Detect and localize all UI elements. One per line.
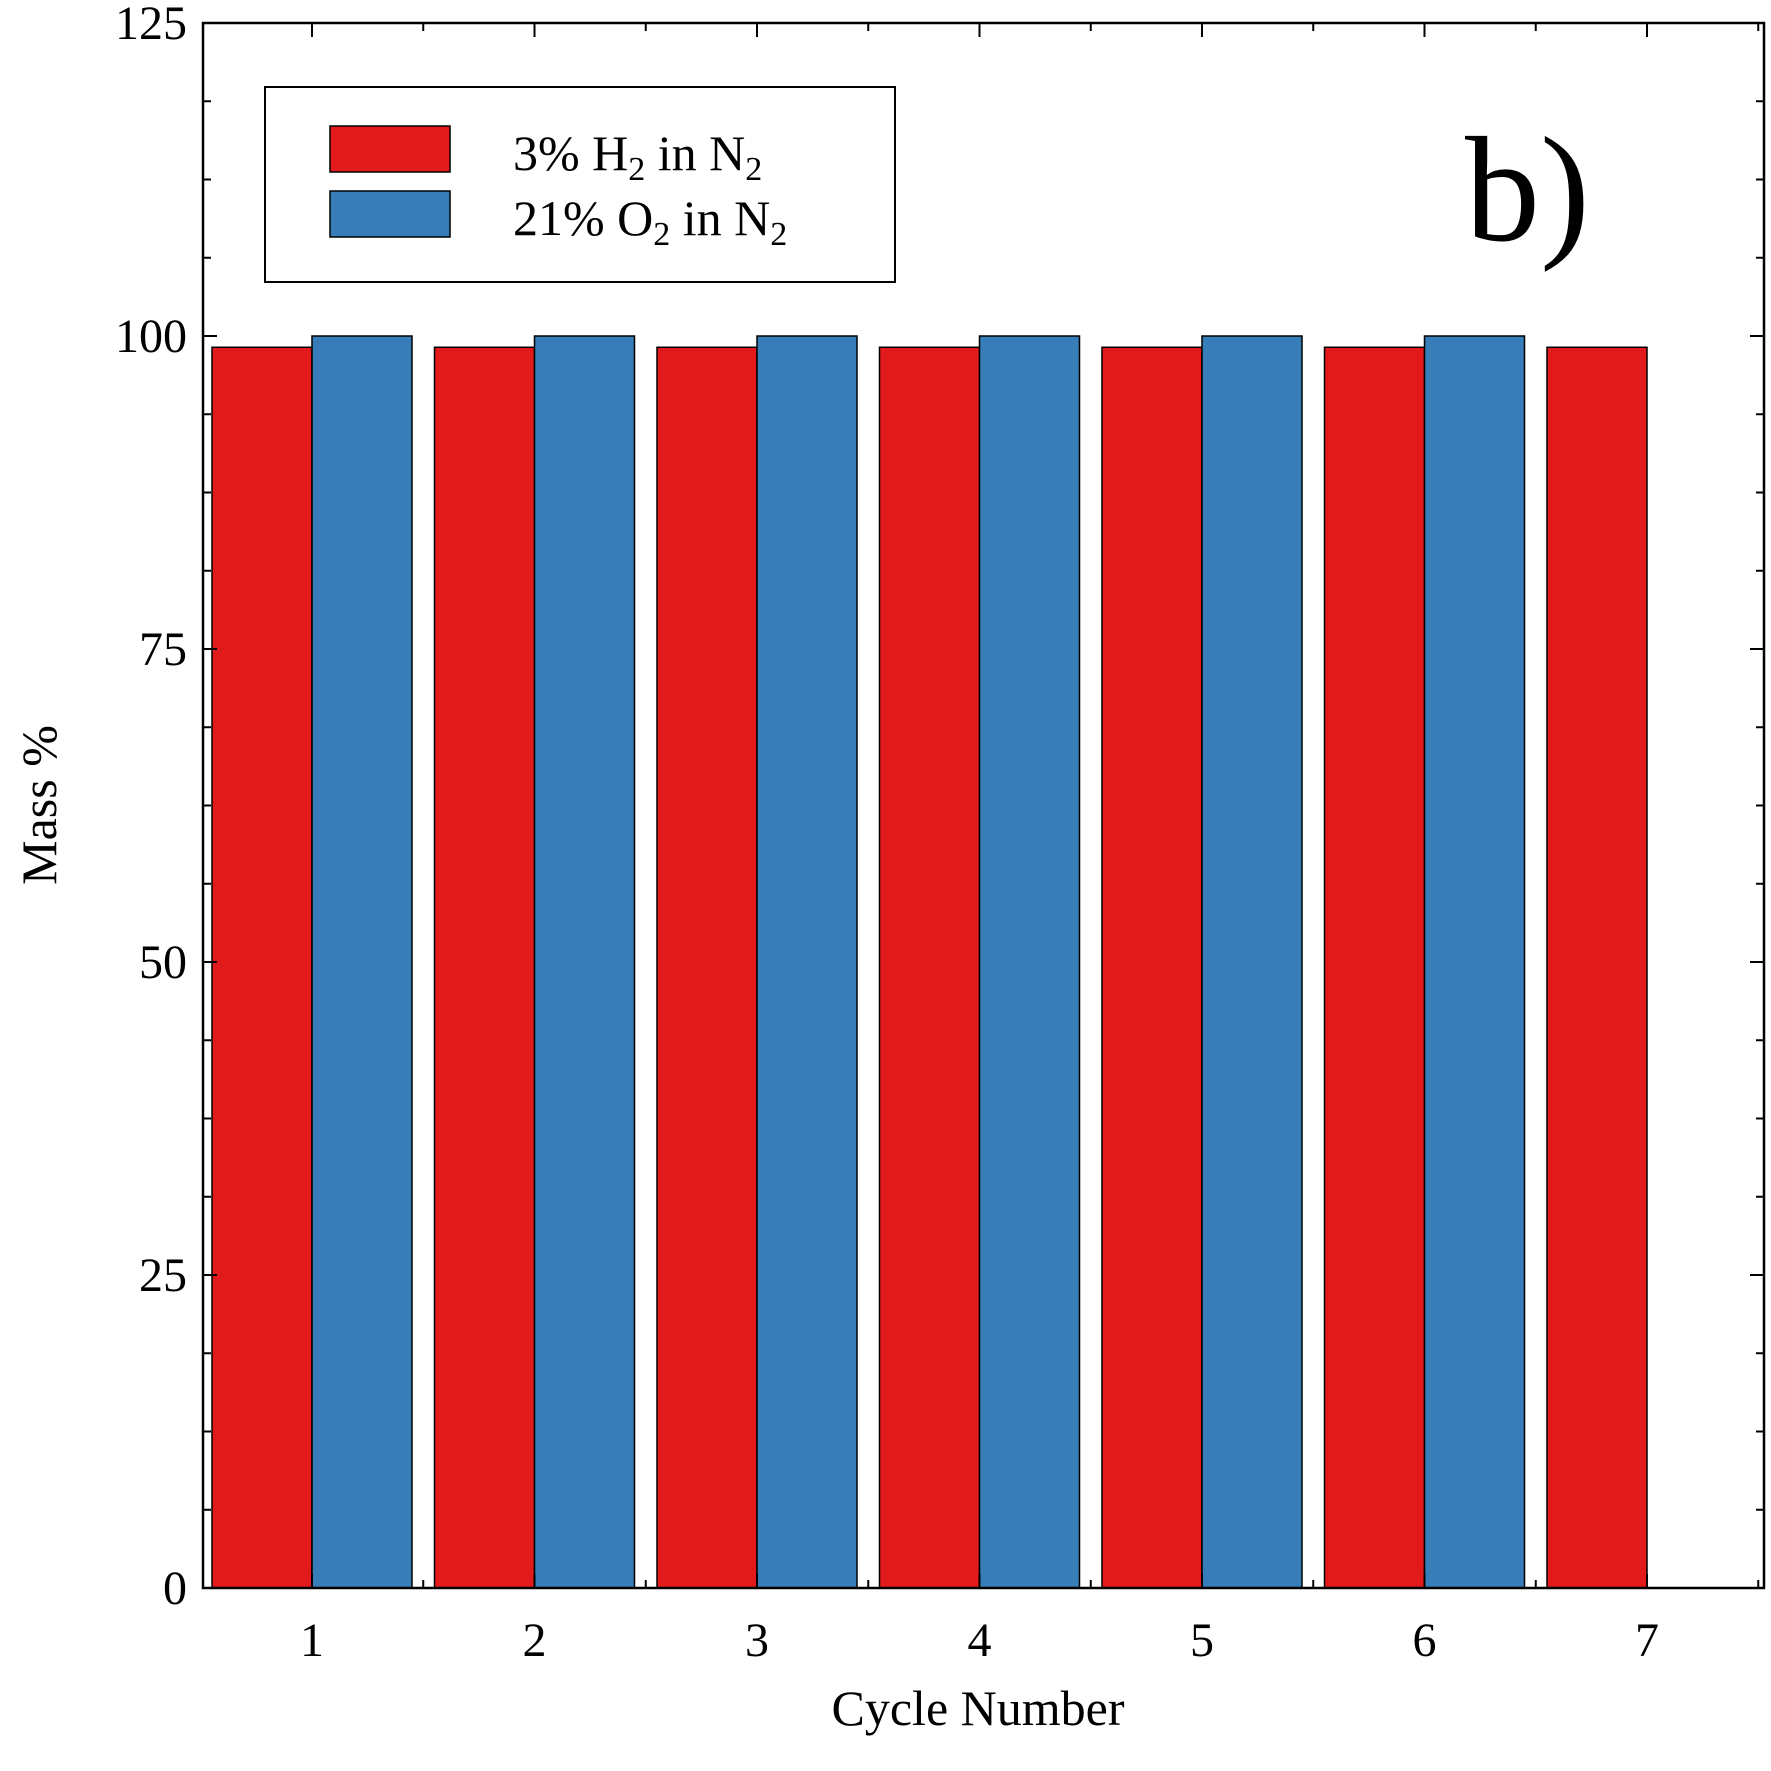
bar-o2-cycle-4 [978, 335, 1081, 1589]
y-axis-label: Mass % [11, 725, 67, 885]
legend-box [264, 86, 896, 283]
bar-h2-cycle-5 [1101, 346, 1203, 1589]
y-tick-label: 50 [139, 936, 187, 989]
panel-label: b) [1465, 107, 1590, 273]
y-tick-label: 75 [139, 623, 187, 676]
y-tick-label: 125 [115, 0, 187, 50]
bar-h2-cycle-1 [211, 346, 313, 1589]
bar-o2-cycle-2 [533, 335, 636, 1589]
y-tick-label: 100 [115, 310, 187, 363]
x-axis-label: Cycle Number [832, 1680, 1125, 1736]
x-tick-label: 1 [300, 1614, 324, 1667]
ticks [203, 22, 1764, 1589]
bar-h2-cycle-4 [878, 346, 981, 1589]
legend-swatch-h2 [329, 125, 451, 173]
x-tick-label: 4 [968, 1614, 992, 1667]
x-tick-label: 2 [523, 1614, 547, 1667]
x-tick-labels: 1 2 3 4 5 6 7 [300, 1614, 1659, 1667]
bar-o2-cycle-6 [1423, 335, 1526, 1589]
x-tick-label: 7 [1635, 1614, 1659, 1667]
bar-o2-cycle-5 [1201, 335, 1303, 1589]
legend-swatch-o2 [329, 190, 451, 238]
x-tick-label: 5 [1190, 1614, 1214, 1667]
bar-h2-cycle-6 [1323, 346, 1426, 1589]
legend-label-o2: 21% O2 in N2 [513, 190, 787, 253]
bar-o2-cycle-3 [756, 335, 858, 1589]
y-tick-label: 25 [139, 1249, 187, 1302]
x-tick-label: 3 [745, 1614, 769, 1667]
bar-h2-cycle-7 [1546, 346, 1648, 1589]
x-tick-label: 6 [1413, 1614, 1437, 1667]
y-tick-label: 0 [163, 1562, 187, 1615]
bars [211, 335, 1648, 1589]
legend: 3% H2 in N2 21% O2 in N2 [264, 86, 896, 283]
plot-frame [201, 21, 1766, 1590]
legend-label-h2: 3% H2 in N2 [513, 125, 762, 188]
bar-o2-cycle-1 [311, 335, 413, 1589]
bar-h2-cycle-2 [433, 346, 536, 1589]
bar-h2-cycle-3 [656, 346, 758, 1589]
y-tick-labels: 0 25 50 75 100 125 [115, 0, 187, 1615]
